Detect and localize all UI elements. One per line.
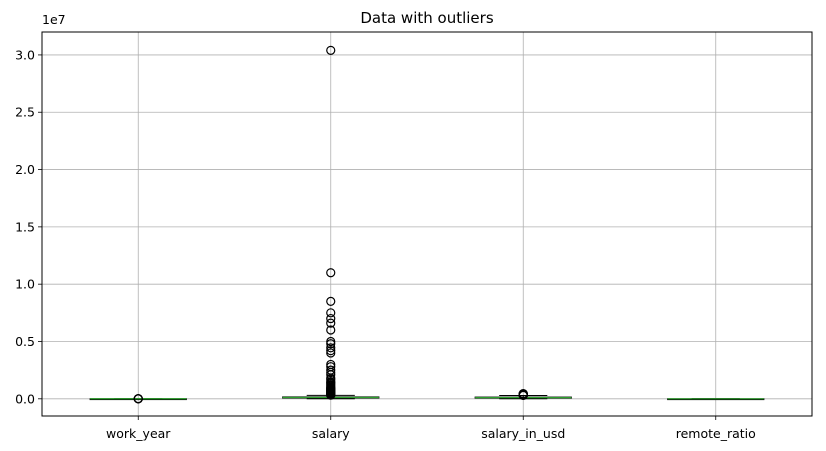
y-axis-ticks: 0.0 0.5 1.0 1.5 2.0 2.5 3.0: [15, 47, 42, 406]
outlier-point: [326, 348, 336, 358]
outlier-point: [133, 394, 143, 404]
x-tick-label: remote_ratio: [676, 426, 756, 441]
y-offset-text: 1e7: [42, 12, 66, 27]
y-tick-label: 1.0: [15, 277, 35, 292]
box-work-year: [89, 394, 187, 404]
outlier-point: [326, 346, 336, 356]
x-tick-label: salary_in_usd: [481, 426, 565, 441]
grid-lines: [42, 32, 812, 416]
outlier-point: [326, 343, 336, 353]
outlier-point: [326, 268, 336, 278]
box-salary-in-usd: [474, 389, 572, 400]
outlier-point: [326, 45, 336, 55]
outlier-point: [326, 390, 336, 400]
outlier-point: [326, 296, 336, 306]
outlier-point: [326, 339, 336, 349]
box-remote-ratio: [667, 398, 765, 401]
y-tick-label: 1.5: [15, 219, 35, 234]
y-tick-label: 2.0: [15, 162, 35, 177]
outlier-point: [326, 325, 336, 335]
box-salary: [282, 45, 380, 400]
x-tick-label: salary: [312, 426, 350, 441]
y-tick-label: 0.0: [15, 391, 35, 406]
x-axis-ticks: work_year salary salary_in_usd remote_ratio: [106, 416, 756, 441]
chart-title: Data with outliers: [360, 9, 493, 27]
outlier-point: [518, 389, 528, 399]
outlier-point: [326, 367, 336, 378]
y-tick-label: 3.0: [15, 47, 35, 62]
box-plot-boxes: [89, 45, 765, 404]
outlier-point: [326, 318, 336, 328]
plot-area-frame: [41, 31, 813, 417]
outlier-point: [326, 313, 336, 324]
outlier-point: [326, 308, 336, 318]
x-tick-label: work_year: [106, 426, 171, 441]
y-tick-label: 0.5: [15, 334, 35, 349]
outlier-point: [326, 336, 336, 347]
y-tick-label: 2.5: [15, 105, 35, 120]
